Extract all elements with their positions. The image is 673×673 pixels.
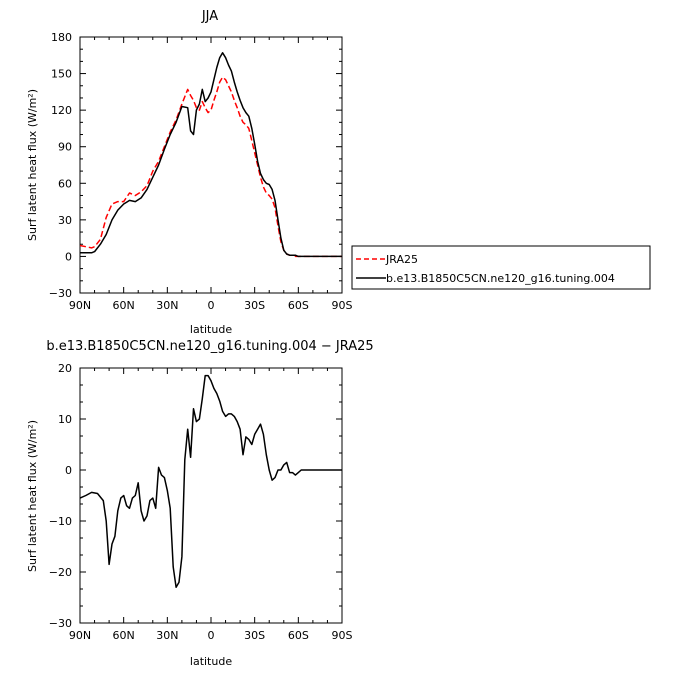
top-x-tick-label: 30S: [244, 299, 265, 312]
bottom-chart-title: b.e13.B1850C5CN.ne120_g16.tuning.004 − J…: [46, 339, 373, 354]
legend-box: [351, 245, 651, 290]
legend: JRA25 b.e13.B1850C5CN.ne120_g16.tuning.0…: [351, 245, 651, 290]
bottom-y-tick-label: 20: [58, 362, 72, 375]
top-plot-frame: [79, 36, 343, 294]
top-chart-title: JJA: [201, 9, 218, 24]
bottom-x-tick-label: 60S: [288, 629, 309, 642]
top-series: [79, 52, 342, 258]
bottom-x-axis-label: latitude: [190, 655, 232, 668]
bottom-series: [79, 374, 342, 589]
top-y-tick-label: 180: [51, 31, 72, 44]
bottom-ticks: 90N 60N 30N 0 30S 60S 90S −30 −20 −10 0 10 20: [49, 362, 353, 642]
legend-label-jra25: JRA25: [385, 253, 418, 266]
bottom-y-tick-label: −30: [49, 617, 72, 630]
top-y-tick-label: 150: [51, 68, 72, 81]
top-y-tick-label: 0: [65, 250, 72, 263]
top-y-tick-label: 60: [58, 177, 72, 190]
top-y-tick-label: 30: [58, 214, 72, 227]
top-series-line-0: [79, 76, 342, 258]
bottom-y-tick-label: 10: [58, 413, 72, 426]
bottom-x-tick-label: 90S: [332, 629, 353, 642]
top-ticks: 90N 60N 30N 0 30S 60S 90S −30 0 30 60 90 120 150 180: [49, 31, 353, 312]
top-y-axis-label: Surf latent heat flux (W/m²): [26, 89, 39, 241]
bottom-plot-frame: [79, 367, 343, 624]
top-x-tick-label: 60N: [113, 299, 135, 312]
top-series-line-1: [80, 52, 342, 258]
top-x-tick-label: 90N: [69, 299, 91, 312]
bottom-y-tick-label: 0: [65, 464, 72, 477]
top-y-tick-label: 120: [51, 104, 72, 117]
top-chart: JJA 90N 60N 30N 0 30S 60S 90S −30 0 30 60 90 120 150 1…: [26, 9, 353, 336]
top-x-tick-label: 30N: [156, 299, 178, 312]
top-y-tick-label: 90: [58, 141, 72, 154]
bottom-chart: b.e13.B1850C5CN.ne120_g16.tuning.004 − J…: [26, 339, 374, 668]
top-x-tick-label: 60S: [288, 299, 309, 312]
bottom-x-tick-label: 60N: [113, 629, 135, 642]
bottom-series-line-0: [79, 374, 342, 589]
bottom-x-tick-label: 30N: [156, 629, 178, 642]
top-x-tick-label: 0: [208, 299, 215, 312]
top-x-axis-label: latitude: [190, 323, 232, 336]
bottom-y-tick-label: −10: [49, 515, 72, 528]
bottom-x-tick-label: 0: [208, 629, 215, 642]
top-y-tick-label: −30: [49, 287, 72, 300]
bottom-y-axis-label: Surf latent heat flux (W/m²): [26, 420, 39, 572]
legend-label-model: b.e13.B1850C5CN.ne120_g16.tuning.004: [386, 272, 615, 285]
top-x-tick-label: 90S: [332, 299, 353, 312]
bottom-y-tick-label: −20: [49, 566, 72, 579]
bottom-x-tick-label: 90N: [69, 629, 91, 642]
bottom-x-tick-label: 30S: [244, 629, 265, 642]
